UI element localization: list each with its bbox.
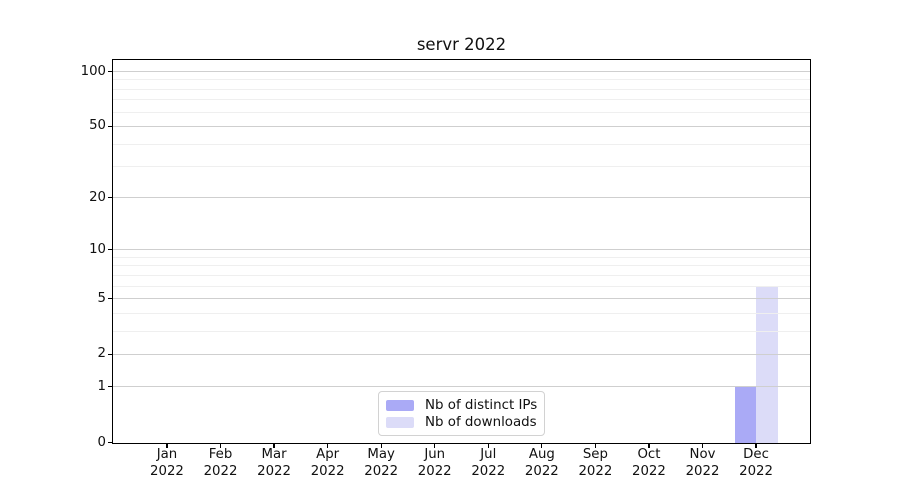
x-tick-label: Dec 2022 [739, 447, 773, 479]
x-tick-label: Feb 2022 [203, 447, 238, 479]
x-tick [166, 443, 168, 448]
gridline-minor [113, 285, 810, 287]
gridline-major [113, 71, 810, 73]
x-tick [541, 443, 543, 448]
x-tick-label: Oct 2022 [632, 447, 666, 479]
y-tick [107, 125, 112, 128]
x-tick-label: Mar 2022 [257, 447, 291, 479]
gridline-major [113, 249, 810, 251]
y-tick [107, 70, 112, 73]
gridline-minor [113, 165, 810, 167]
y-tick [107, 249, 112, 251]
gridline-major [113, 125, 810, 127]
gridline-minor [113, 256, 810, 258]
y-tick-label: 1 [97, 378, 106, 394]
gridline-minor [113, 111, 810, 113]
legend: Nb of distinct IPs Nb of downloads [378, 391, 545, 436]
gridline-minor [113, 79, 810, 81]
gridline-minor [113, 265, 810, 267]
x-tick-label: Nov 2022 [685, 447, 720, 479]
chart-title: servr 2022 [416, 35, 507, 54]
x-tick [648, 443, 650, 448]
x-tick-label: Jul 2022 [471, 447, 506, 479]
y-tick [107, 442, 112, 444]
x-tick [273, 443, 275, 448]
x-tick [434, 443, 436, 448]
y-tick [107, 353, 112, 355]
x-tick-label: Aug 2022 [524, 447, 559, 479]
x-tick [327, 443, 329, 448]
x-tick [701, 443, 704, 448]
gridline-minor [113, 274, 810, 276]
y-tick [107, 297, 112, 300]
legend-label-distinct-ips: Nb of distinct IPs [425, 397, 538, 413]
gridline-minor [113, 312, 810, 314]
x-tick-label: Sep 2022 [578, 447, 613, 479]
gridline-minor [113, 99, 810, 101]
y-tick-label: 100 [80, 63, 106, 79]
y-tick-label: 2 [97, 346, 106, 362]
bar-nb-of-distinct-ips [734, 386, 757, 443]
x-tick [219, 443, 222, 448]
gridline-minor [113, 88, 810, 90]
x-tick-label: May 2022 [364, 447, 399, 479]
x-tick [380, 443, 382, 448]
y-tick-label: 20 [89, 189, 106, 205]
gridline-major [113, 353, 810, 355]
x-tick [755, 443, 757, 448]
gridline-major [113, 386, 810, 388]
legend-label-downloads: Nb of downloads [425, 414, 537, 430]
legend-swatch-downloads [386, 416, 414, 428]
x-tick-label: Jan 2022 [150, 447, 184, 479]
x-tick [487, 443, 489, 448]
gridline-major [113, 197, 810, 199]
gridline-major [113, 298, 810, 300]
y-tick-label: 10 [89, 241, 106, 257]
y-tick-label: 0 [97, 434, 106, 450]
y-tick [107, 197, 112, 199]
y-tick-label: 50 [89, 118, 106, 134]
x-tick-label: Jun 2022 [417, 447, 452, 479]
gridline-minor [113, 330, 810, 332]
legend-item-distinct-ips: Nb of distinct IPs [386, 397, 538, 413]
legend-item-downloads: Nb of downloads [386, 414, 537, 430]
x-tick [594, 443, 596, 448]
bar-nb-of-downloads [756, 286, 778, 443]
gridline-minor [113, 143, 810, 145]
y-tick-label: 5 [97, 290, 106, 306]
x-tick-label: Apr 2022 [310, 447, 345, 479]
y-tick [107, 386, 112, 388]
legend-swatch-distinct-ips [386, 399, 414, 411]
